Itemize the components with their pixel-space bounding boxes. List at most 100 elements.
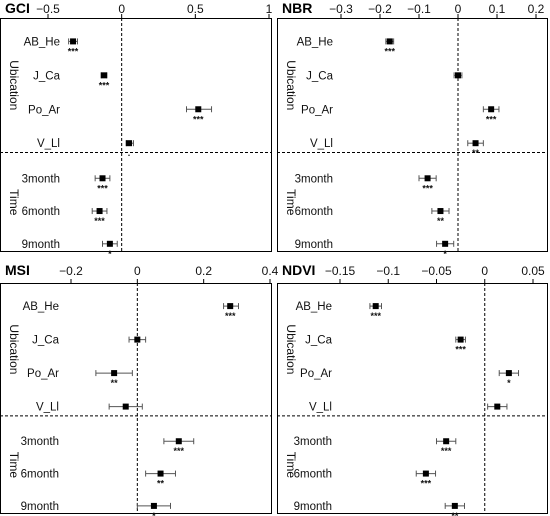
estimate-point — [100, 72, 107, 79]
significance-label: * — [443, 249, 447, 259]
significance-label: *** — [68, 46, 79, 56]
x-tick-label: −0.5 — [36, 2, 60, 16]
significance-label: * — [507, 378, 511, 388]
estimate-point — [175, 438, 182, 445]
category-label: V_Ll — [310, 138, 333, 150]
category-label: 6month — [21, 469, 59, 481]
significance-label: *** — [441, 446, 452, 456]
x-tick-label: −0.3 — [329, 2, 353, 16]
category-label: 3month — [295, 173, 333, 185]
category-label: AB_He — [296, 301, 332, 313]
group-label: Time — [7, 189, 21, 216]
category-label: 3month — [21, 436, 59, 448]
significance-label: ** — [472, 148, 480, 158]
group-label: Time — [7, 452, 21, 479]
x-tick-label: 0.2 — [195, 264, 212, 278]
category-label: 6month — [295, 206, 333, 218]
estimate-point — [372, 303, 379, 310]
estimate-point — [472, 140, 479, 147]
panel-frame — [277, 283, 548, 514]
panel-frame — [277, 18, 548, 252]
category-label: J_Ca — [32, 335, 59, 347]
x-tick-label: −0.2 — [59, 264, 83, 278]
estimate-point — [122, 403, 129, 410]
significance-label: *** — [174, 446, 185, 456]
category-label: J_Ca — [305, 335, 332, 347]
estimate-point — [505, 370, 512, 377]
significance-label: *** — [370, 311, 381, 321]
group-label: Ubication — [7, 60, 21, 110]
category-label: AB_He — [24, 36, 60, 48]
significance-label: *** — [455, 345, 466, 355]
category-label: 9month — [21, 501, 59, 513]
x-tick-label: 0.5 — [187, 2, 204, 16]
estimate-point — [437, 208, 444, 215]
significance-label: *** — [421, 479, 432, 489]
estimate-point — [150, 502, 157, 509]
x-tick-label: 0 — [134, 264, 141, 278]
panel-msi: MSI −0.2 0 0.2 0.4UbicationTimeAB_He***J_CaP… — [0, 262, 279, 516]
group-label: Time — [284, 189, 298, 216]
x-tick-label: 1 — [266, 2, 273, 16]
category-label: V_Ll — [37, 138, 60, 150]
estimate-point — [424, 175, 431, 182]
x-tick-label: −0.1 — [376, 264, 400, 278]
x-tick-label: −0.05 — [421, 264, 452, 278]
category-label: J_Ca — [33, 70, 60, 82]
x-tick-label: 0 — [455, 2, 462, 16]
significance-label: ** — [451, 511, 459, 516]
significance-label: *** — [486, 114, 497, 124]
panel-ndvi: NDVI −0.15 −0.1 −0.05 0 0.05 Ubication Time AB_H… — [277, 262, 548, 516]
x-tick-label: 0.4 — [262, 264, 279, 278]
significance-label: *** — [225, 311, 236, 321]
panel-title: GCI — [5, 0, 30, 16]
estimate-point — [443, 438, 450, 445]
significance-label: *** — [384, 46, 395, 56]
category-label: 3month — [22, 173, 60, 185]
panel-title: NBR — [282, 0, 312, 16]
estimate-point — [96, 208, 103, 215]
estimate-point — [455, 72, 461, 79]
category-label: AB_He — [23, 301, 59, 313]
x-tick-label: 0.05 — [521, 264, 545, 278]
significance-label: * — [152, 511, 156, 516]
significance-label: *** — [422, 183, 433, 193]
category-label: Po_Ar — [27, 368, 59, 380]
category-label: V_Ll — [309, 402, 332, 414]
panel-frame — [0, 18, 272, 252]
panel-title: MSI — [5, 262, 30, 278]
estimate-point — [457, 336, 464, 343]
significance-label: *** — [99, 80, 110, 90]
category-label: 6month — [294, 469, 332, 481]
estimate-point — [126, 140, 133, 147]
estimate-point — [386, 38, 393, 45]
x-tick-label: −0.15 — [325, 264, 356, 278]
significance-label: *** — [193, 114, 204, 124]
x-tick-label: 0 — [118, 2, 125, 16]
estimate-point — [422, 470, 429, 477]
panel-gci: GCI −0.5 0 0.5 1 Ubication Time AB_He *** J_Ca ***… — [0, 0, 273, 259]
estimate-point — [451, 502, 458, 509]
estimate-point — [157, 470, 164, 477]
significance-label: *** — [97, 183, 108, 193]
significance-label: . — [128, 148, 131, 158]
x-tick-label: 0.1 — [489, 2, 506, 16]
estimate-point — [111, 370, 118, 377]
significance-label: *** — [94, 216, 105, 226]
category-label: 9month — [295, 239, 333, 251]
estimate-point — [99, 175, 106, 182]
estimate-point — [494, 403, 501, 410]
group-label: Ubication — [284, 324, 298, 374]
category-label: J_Ca — [306, 70, 333, 82]
category-label: 6month — [22, 206, 60, 218]
estimate-point — [106, 240, 113, 247]
panel-nbr: NBR −0.3 −0.2 −0.1 0 0.1 0.2 Ubication Time AB_He… — [277, 0, 548, 259]
category-label: 9month — [22, 239, 60, 251]
category-label: Po_Ar — [300, 368, 332, 380]
category-label: 3month — [294, 436, 332, 448]
significance-label: ** — [437, 216, 445, 226]
x-tick-label: −0.2 — [368, 2, 392, 16]
significance-label: ** — [111, 378, 119, 388]
x-tick-label: −0.1 — [407, 2, 431, 16]
